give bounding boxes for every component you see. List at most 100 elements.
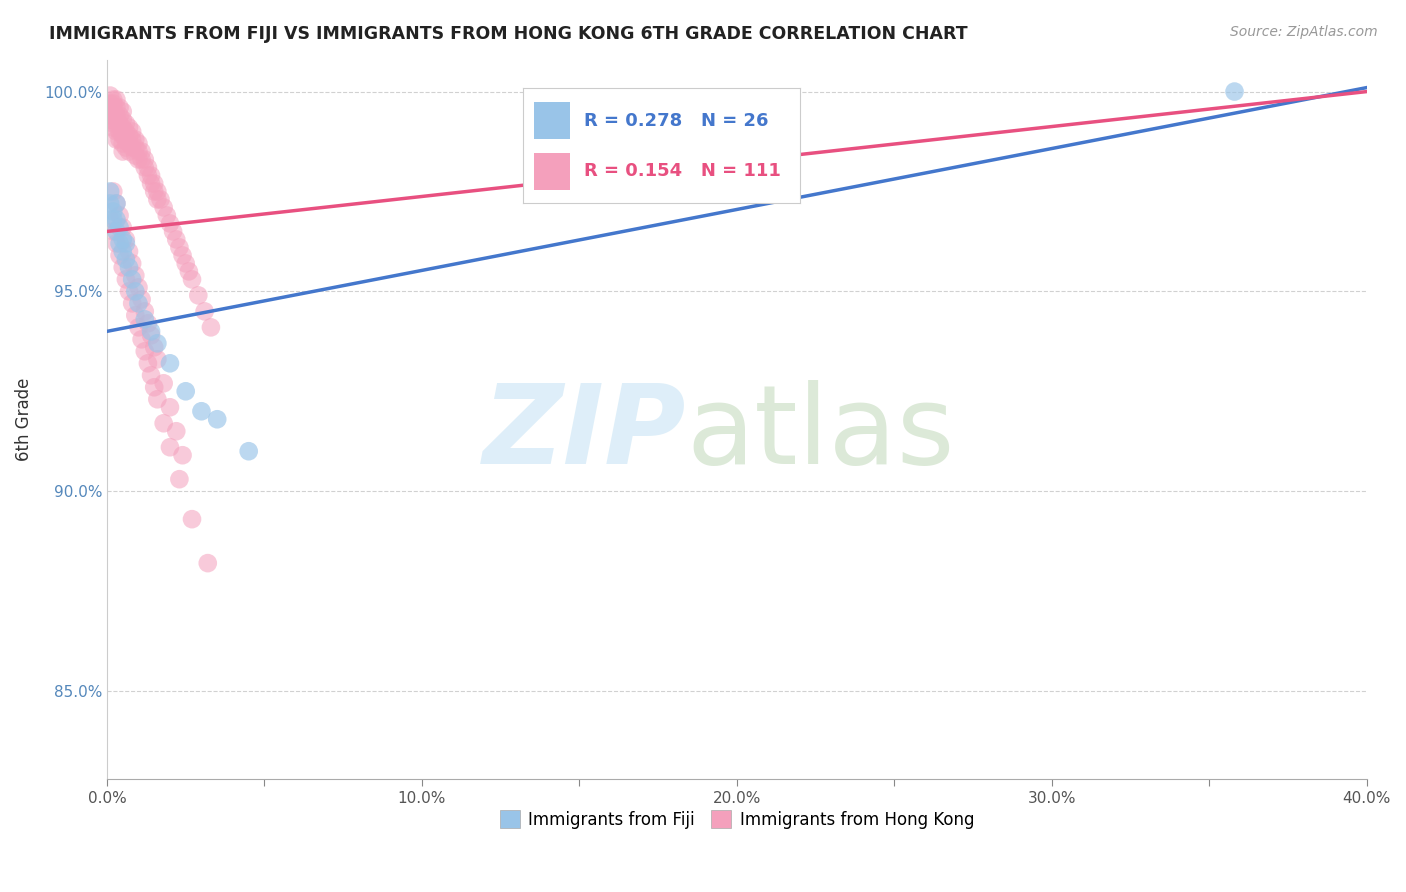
Point (139, 177, 162, 191)
Point (136, 316, 159, 330)
Point (127, 296, 149, 310)
Point (103, 185, 125, 199)
Point (103, 93, 125, 107)
Point (127, 280, 149, 294)
Point (149, 193, 172, 207)
Point (111, 136, 134, 151)
Point (131, 332, 153, 346)
Point (121, 272, 143, 286)
Point (115, 124, 138, 138)
Point (136, 356, 159, 370)
Point (127, 153, 149, 167)
Point (159, 440, 181, 454)
Point (159, 216, 181, 230)
Point (105, 116, 128, 130)
Point (1223, 85, 1246, 99)
Point (139, 368, 162, 383)
Point (174, 256, 197, 270)
Point (108, 124, 131, 138)
Point (134, 304, 156, 318)
Point (105, 224, 128, 238)
Point (108, 220, 131, 235)
Point (162, 224, 184, 238)
Point (115, 140, 138, 154)
Point (111, 260, 134, 275)
Point (105, 109, 128, 123)
Point (108, 116, 131, 130)
Point (146, 193, 169, 207)
Point (105, 196, 128, 211)
Point (146, 336, 169, 351)
Point (124, 309, 146, 323)
Point (174, 384, 197, 399)
Point (131, 293, 153, 307)
Point (105, 196, 128, 211)
Point (105, 132, 128, 146)
Point (115, 132, 138, 146)
Point (124, 285, 146, 299)
Point (118, 145, 141, 159)
Point (152, 201, 174, 215)
Point (136, 161, 159, 175)
Point (124, 140, 146, 154)
Point (159, 356, 181, 370)
Point (190, 404, 212, 418)
Point (134, 344, 156, 359)
Point (111, 220, 134, 235)
Point (169, 472, 191, 486)
Point (143, 185, 166, 199)
Point (111, 112, 134, 127)
Point (172, 248, 194, 262)
Point (124, 268, 146, 283)
Point (124, 148, 146, 162)
Point (98, 112, 121, 127)
Point (143, 340, 166, 354)
Point (205, 412, 228, 426)
Text: Source: ZipAtlas.com: Source: ZipAtlas.com (1230, 25, 1378, 39)
Point (127, 145, 149, 159)
Point (127, 320, 149, 334)
Point (146, 352, 169, 367)
Point (131, 153, 153, 167)
Point (103, 212, 125, 227)
Point (108, 132, 131, 146)
Point (103, 101, 125, 115)
Point (134, 161, 156, 175)
Point (103, 109, 125, 123)
Point (98, 101, 121, 115)
Text: ZIP: ZIP (484, 380, 686, 487)
Legend: Immigrants from Fiji, Immigrants from Hong Kong: Immigrants from Fiji, Immigrants from Ho… (494, 804, 981, 835)
Point (134, 153, 156, 167)
Text: atlas: atlas (686, 380, 955, 487)
Point (146, 185, 169, 199)
Point (111, 244, 134, 259)
Y-axis label: 6th Grade: 6th Grade (15, 377, 32, 461)
Point (98, 96, 121, 111)
Point (105, 124, 128, 138)
Point (139, 324, 162, 338)
Point (111, 232, 134, 246)
Point (134, 312, 156, 326)
Point (165, 232, 187, 246)
Point (136, 169, 159, 183)
Point (200, 320, 222, 334)
Point (108, 209, 131, 223)
Point (98, 88, 121, 103)
Point (165, 424, 187, 438)
Point (118, 120, 141, 135)
Point (181, 272, 204, 286)
Point (108, 248, 131, 262)
Point (111, 104, 134, 119)
Point (103, 96, 125, 111)
Point (139, 328, 162, 343)
Point (177, 264, 200, 278)
Point (143, 177, 166, 191)
Point (108, 109, 131, 123)
Point (118, 136, 141, 151)
Point (121, 132, 143, 146)
Point (118, 244, 141, 259)
Point (115, 272, 138, 286)
Point (156, 209, 179, 223)
Point (197, 556, 219, 570)
Point (118, 128, 141, 143)
